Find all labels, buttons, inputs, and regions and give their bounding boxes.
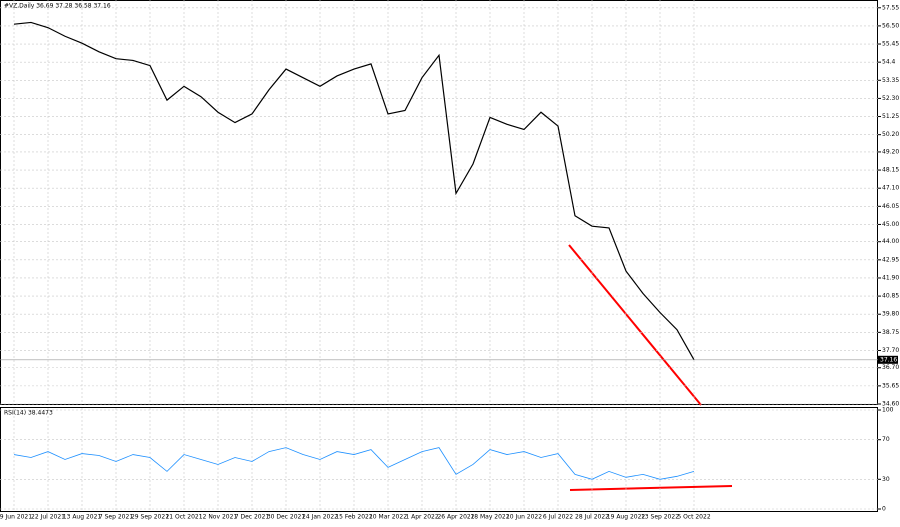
y-tick-label: 36.70 — [882, 364, 899, 371]
last-price-box — [878, 355, 898, 364]
y-tick-label: 42.95 — [882, 256, 899, 263]
x-tick-label: 1 Apr 2022 — [405, 514, 438, 521]
x-tick-label: 29 Jun 2021 — [0, 514, 32, 521]
y-tick-label: 34.60 — [882, 401, 899, 408]
y-tick-label: 53.35 — [882, 77, 899, 84]
y-tick-label: 45.00 — [882, 221, 899, 228]
y-tick-label: 44.00 — [882, 238, 899, 245]
y-tick-label: 41.90 — [882, 274, 899, 281]
x-tick-label: 24 Jan 2022 — [302, 514, 338, 521]
y-tick-label: 52.30 — [882, 95, 899, 102]
x-tick-label: 22 Jul 2021 — [31, 514, 65, 521]
last-price-label: 37.16 — [880, 356, 897, 363]
y-tick-label: 39.80 — [882, 311, 899, 318]
y-tick-label: 40.85 — [882, 293, 899, 300]
x-tick-label: 13 Sep 2022 — [641, 514, 679, 521]
y-tick-label: 0 — [882, 506, 886, 513]
y-tick-label: 46.05 — [882, 203, 899, 210]
y-tick-label: 35.65 — [882, 382, 899, 389]
series-line — [13, 447, 695, 480]
x-tick-label: 28 Jul 2022 — [575, 514, 609, 521]
trend-line — [568, 244, 702, 406]
price-panel — [0, 0, 878, 405]
rsi-title: RSI(14) 38.4473 — [4, 410, 53, 417]
x-tick-label: 15 Feb 2022 — [335, 514, 373, 521]
chart-title: #VZ,Daily 36.69 37.28 36.58 37.16 — [4, 3, 111, 10]
y-tick-label: 37.70 — [882, 347, 899, 354]
y-tick-label: 38.75 — [882, 329, 899, 336]
x-tick-label: 5 Oct 2022 — [677, 514, 710, 521]
y-tick-label: 50.20 — [882, 131, 899, 138]
y-tick-label: 30 — [882, 476, 890, 483]
x-tick-label: 7 Sep 2021 — [99, 514, 133, 521]
y-tick-label: 57.55 — [882, 4, 899, 11]
x-tick-label: 21 Oct 2021 — [165, 514, 202, 521]
y-tick-label: 54.4 — [882, 59, 896, 66]
x-tick-label: 18 May 2022 — [470, 514, 509, 521]
x-tick-label: 7 Dec 2021 — [235, 514, 270, 521]
x-tick-label: 10 Jun 2022 — [506, 514, 542, 521]
y-tick-label: 56.50 — [882, 22, 899, 29]
x-tick-label: 30 Dec 2021 — [267, 514, 306, 521]
rsi-panel — [0, 407, 878, 512]
rsi-trend-line — [569, 485, 733, 491]
y-tick-label: 100 — [882, 407, 894, 414]
y-tick-label: 51.25 — [882, 113, 899, 120]
x-tick-label: 12 Nov 2021 — [199, 514, 238, 521]
x-tick-label: 6 Jul 2022 — [543, 514, 573, 521]
x-tick-label: 13 Aug 2021 — [63, 514, 102, 521]
x-tick-label: 19 Aug 2022 — [607, 514, 646, 521]
y-tick-label: 47.10 — [882, 185, 899, 192]
x-tick-label: 29 Sep 2021 — [131, 514, 169, 521]
y-tick-label: 70 — [882, 436, 890, 443]
series-line — [13, 21, 695, 361]
y-tick-label: 48.15 — [882, 167, 899, 174]
y-tick-label: 49.20 — [882, 148, 899, 155]
x-tick-label: 26 Apr 2022 — [437, 514, 474, 521]
y-tick-label: 55.45 — [882, 41, 899, 48]
x-tick-label: 10 Mar 2022 — [369, 514, 407, 521]
